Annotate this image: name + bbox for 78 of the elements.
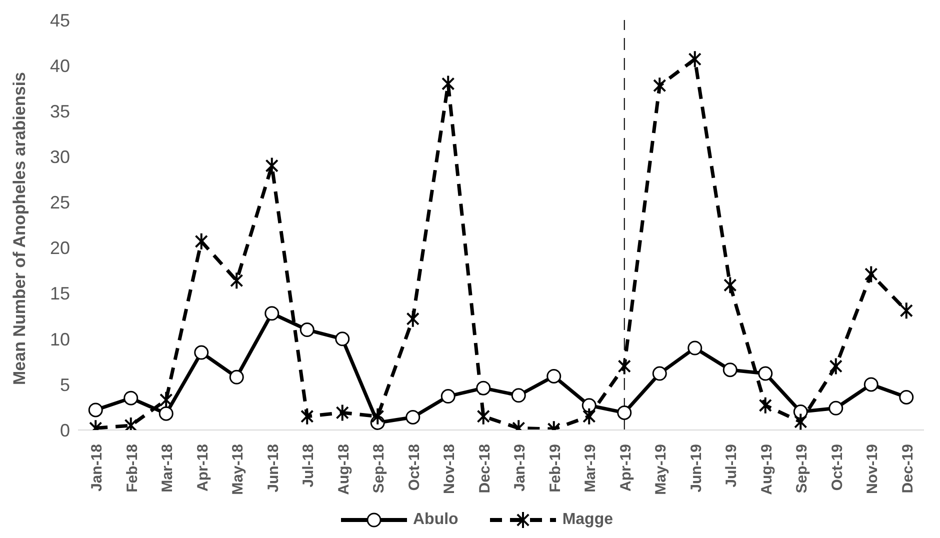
x-tick-label: Oct-19 [828,444,846,491]
point [618,357,631,376]
point [476,407,490,426]
y-tick-label: 10 [50,329,70,350]
legend-label: Magge [562,511,613,529]
x-tick-label: Jun-19 [688,444,705,492]
y-tick-label: 15 [50,284,70,304]
point [722,362,738,378]
x-tick-label: Mar-19 [582,444,600,492]
x-tick-label: Jul-18 [300,444,318,488]
point [828,400,844,416]
point [160,390,173,409]
x-tick-label: May-19 [652,444,670,495]
point [724,276,737,294]
x-tick-label: Nov-19 [864,444,882,494]
x-tick-label: Jul-19 [723,444,740,488]
x-tick-label: Feb-18 [124,444,141,492]
point [829,357,842,376]
x-tick-label: Dec-19 [899,444,916,494]
x-tick-label: Sep-19 [794,444,811,494]
point [900,302,913,320]
point [582,407,596,426]
point [758,396,772,414]
point [124,390,138,406]
x-tick-label: Jun-18 [264,444,282,492]
point [864,265,878,284]
point [406,410,420,424]
x-tick-label: Apr-19 [617,444,634,492]
point [371,407,384,426]
x-tick-label: Aug-19 [758,444,776,495]
x-tick-label: Sep-18 [370,444,388,494]
point [300,407,314,426]
legend-label: Abulo [413,511,458,529]
y-tick-label: 30 [50,147,70,168]
point [440,389,456,404]
y-tick-label: 0 [60,420,70,440]
point [652,366,667,381]
point [758,366,773,381]
point [546,368,562,384]
x-tick-label: Jan-19 [512,444,529,492]
x-tick-label: Aug-18 [335,444,352,495]
point [158,406,174,421]
point [653,76,666,95]
x-tick-label: Apr-18 [194,444,212,492]
point [230,272,244,290]
x-tick-label: May-18 [230,444,247,495]
point [511,388,526,403]
point [336,404,349,422]
point [688,50,702,68]
point [688,340,702,356]
y-tick-label: 20 [50,238,70,258]
point [442,74,455,93]
y-tick-label: 40 [50,56,70,76]
point [194,345,209,360]
y-tick-label: 35 [50,102,70,122]
point [864,377,878,392]
point [300,322,314,338]
point [476,380,491,396]
x-tick-label: Feb-19 [546,444,564,492]
point [617,405,632,420]
y-tick-label: 5 [60,374,70,395]
point [582,398,596,413]
x-tick-label: Jan-18 [88,444,106,492]
point [406,310,420,328]
x-tick-label: Oct-18 [406,444,423,491]
point [88,402,103,418]
point [264,306,280,321]
y-tick-label: 25 [50,192,70,213]
point [899,390,914,404]
x-tick-label: Mar-18 [159,444,176,492]
x-tick-label: Nov-18 [441,444,458,494]
y-tick-label: 45 [50,10,70,30]
point [794,412,808,430]
point [229,370,244,384]
point [335,332,350,346]
point [194,232,208,250]
x-tick-label: Dec-18 [476,444,494,494]
y-axis-title: Mean Number of Anopheles arabiensis [10,72,30,385]
